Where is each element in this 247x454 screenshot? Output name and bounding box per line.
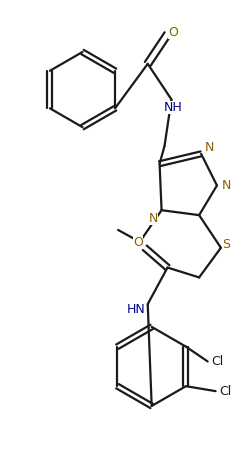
Text: S: S bbox=[222, 238, 230, 252]
Text: N: N bbox=[222, 179, 231, 192]
Text: Cl: Cl bbox=[219, 385, 232, 398]
Text: HN: HN bbox=[126, 302, 145, 316]
Text: O: O bbox=[168, 26, 178, 39]
Text: O: O bbox=[133, 237, 143, 249]
Text: NH: NH bbox=[164, 101, 183, 114]
Text: Cl: Cl bbox=[211, 355, 224, 368]
Text: N: N bbox=[149, 212, 158, 225]
Text: N: N bbox=[204, 141, 214, 154]
